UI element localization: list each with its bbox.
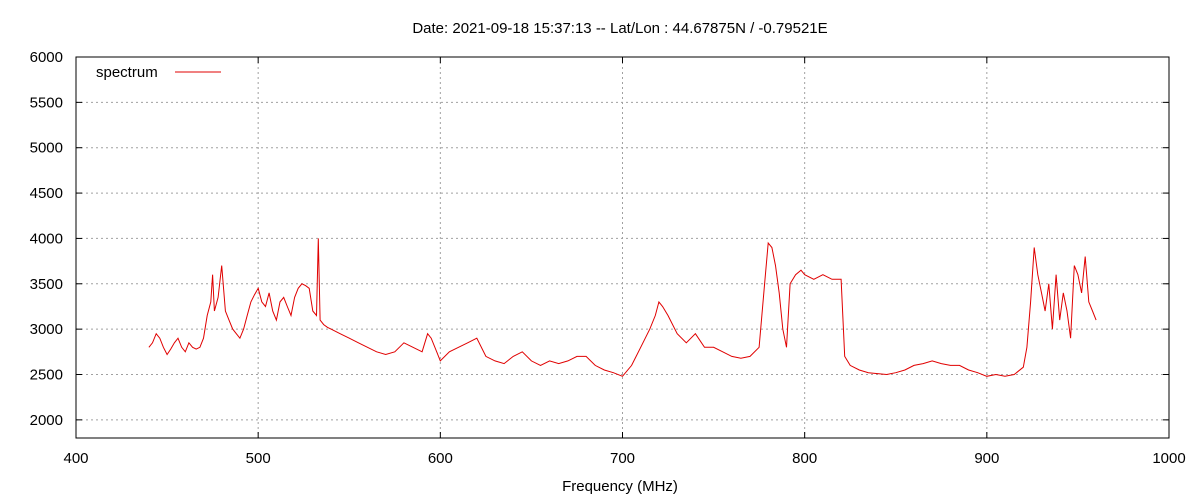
tick-label-x-600: 600 bbox=[428, 450, 453, 467]
x-axis-label: Frequency (MHz) bbox=[562, 478, 678, 495]
series-line-spectrum bbox=[148, 238, 1097, 377]
tick-label-x-500: 500 bbox=[246, 450, 271, 467]
tick-label-x-400: 400 bbox=[63, 450, 88, 467]
tick-label-y-2000: 2000 bbox=[30, 412, 63, 429]
grid bbox=[76, 57, 1169, 438]
tick-label-x-1000: 1000 bbox=[1152, 450, 1185, 467]
tick-label-y-4000: 4000 bbox=[30, 230, 63, 247]
legend: spectrum bbox=[96, 64, 221, 81]
tick-label-y-2500: 2500 bbox=[30, 367, 63, 384]
tick-label-x-800: 800 bbox=[792, 450, 817, 467]
chart-title: Date: 2021-09-18 15:37:13 -- Lat/Lon : 4… bbox=[412, 20, 827, 37]
tick-label-y-3500: 3500 bbox=[30, 276, 63, 293]
tick-label-y-5500: 5500 bbox=[30, 94, 63, 111]
tick-labels: 400 500 600 700 800 900 1000 2000 2500 3000 3500 40… bbox=[30, 49, 1186, 467]
axis-ticks bbox=[75, 56, 1170, 438]
tick-label-y-6000: 6000 bbox=[30, 49, 63, 66]
tick-label-x-700: 700 bbox=[610, 450, 635, 467]
tick-label-y-3000: 3000 bbox=[30, 321, 63, 338]
tick-label-y-4500: 4500 bbox=[30, 185, 63, 202]
tick-label-y-5000: 5000 bbox=[30, 140, 63, 157]
tick-label-x-900: 900 bbox=[974, 450, 999, 467]
legend-label-spectrum: spectrum bbox=[96, 64, 158, 81]
